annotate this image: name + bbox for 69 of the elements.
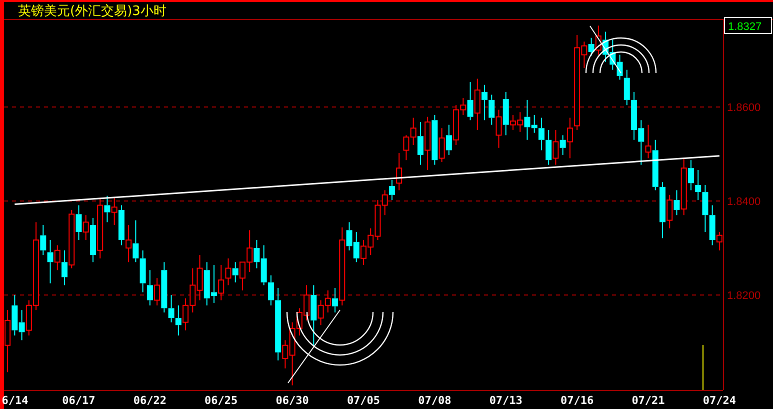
candlestick	[446, 124, 452, 156]
x-tick-label: 06/17	[62, 394, 96, 407]
candlestick	[40, 224, 46, 256]
candlestick	[104, 195, 110, 223]
candlestick	[225, 258, 232, 286]
candlestick	[438, 128, 445, 162]
candlestick	[552, 130, 559, 166]
candlestick	[154, 278, 160, 306]
x-tick-label: 07/21	[632, 394, 666, 407]
y-tick-label: 1.8600	[727, 102, 761, 114]
candlestick	[76, 204, 82, 241]
candlestick	[275, 287, 282, 361]
candlestick	[716, 232, 722, 251]
candlestick	[659, 182, 666, 239]
candlestick	[175, 304, 182, 336]
candlestick	[388, 179, 395, 201]
x-tick-label: 07/08	[418, 394, 452, 407]
candlestick	[674, 190, 680, 216]
x-tick-label: 07/24	[702, 394, 736, 407]
y-tick-label: 1.8200	[727, 290, 761, 302]
x-tick-label: 07/05	[346, 394, 380, 407]
candlestick	[47, 240, 54, 284]
x-tick-label: 06/30	[276, 394, 309, 407]
candlestick	[161, 262, 168, 313]
candlestick	[566, 117, 573, 159]
candlestick	[82, 214, 89, 241]
candlestick	[702, 184, 708, 233]
candlestick	[624, 69, 630, 106]
candlestick	[695, 169, 702, 201]
candlestick	[432, 114, 438, 166]
candlestick	[652, 139, 658, 191]
candlestick	[146, 270, 153, 306]
candlestick	[396, 152, 402, 191]
candlestick	[688, 160, 694, 191]
y-tick-label: 1.8400	[727, 196, 761, 208]
candlestick	[496, 109, 502, 148]
candlestick	[474, 78, 480, 131]
x-tick-label: 07/16	[560, 394, 594, 407]
candlestick	[339, 226, 346, 306]
candlestick	[218, 264, 224, 301]
candlestick	[118, 204, 124, 246]
candlestick	[538, 117, 544, 151]
candlestick	[268, 274, 274, 306]
candlestick	[54, 244, 60, 271]
candlestick	[140, 250, 146, 293]
candlestick	[126, 224, 132, 263]
candlestick	[680, 158, 687, 216]
candlestick	[546, 130, 552, 166]
candlestick	[560, 134, 566, 156]
x-tick-label: 07/13	[489, 394, 522, 407]
chart-title: 英镑美元(外汇交易)3小时	[18, 3, 166, 19]
x-tick-label: 06/25	[204, 394, 238, 407]
candlestick	[111, 196, 118, 226]
candlestick	[62, 250, 68, 286]
candlestick	[482, 84, 488, 121]
candlestick	[310, 284, 317, 346]
candlestick	[645, 124, 652, 159]
candlestick	[132, 220, 139, 263]
candlestick	[502, 91, 509, 136]
x-tick-label: 06/22	[133, 394, 166, 407]
candlestick	[232, 262, 238, 283]
candlestick	[332, 287, 338, 313]
candlestick	[467, 82, 474, 121]
text: 1.8327	[728, 21, 762, 33]
candlestick	[417, 122, 424, 166]
candlestick	[90, 217, 96, 263]
candlestick	[488, 94, 495, 126]
candlestick	[709, 204, 716, 246]
candlestick	[168, 294, 174, 323]
